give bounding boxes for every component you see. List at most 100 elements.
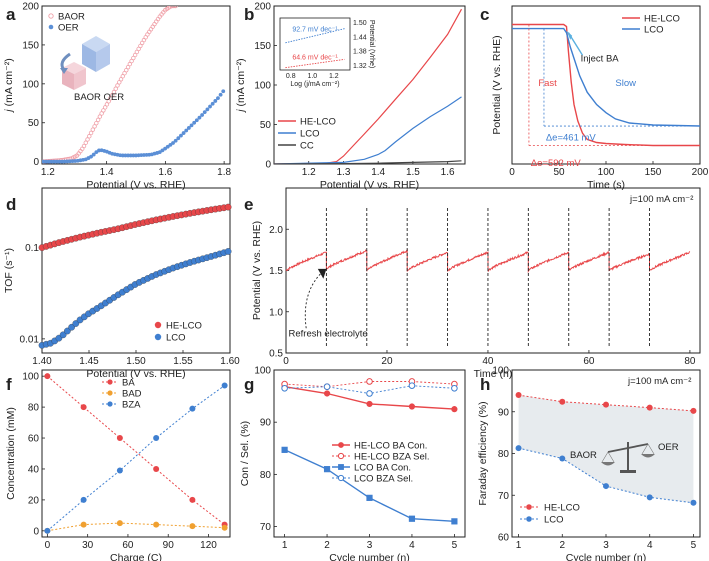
y-tick-label: 80 <box>498 449 510 460</box>
x-tick-label: 100 <box>598 167 615 178</box>
data-point <box>163 146 167 151</box>
panel-label: f <box>6 375 12 394</box>
legend-label: HE-LCO <box>300 117 336 128</box>
data-point <box>603 483 609 490</box>
x-tick-label: 1.50 <box>126 356 146 367</box>
legend-label: LCO <box>644 25 664 36</box>
data-point <box>515 392 522 399</box>
data-point <box>323 390 331 397</box>
series-oer <box>42 89 226 164</box>
scale-string <box>601 451 609 463</box>
x-tick-label: 5 <box>691 540 697 551</box>
data-point <box>451 518 458 525</box>
series-3 <box>281 382 458 397</box>
series-bad <box>44 520 228 534</box>
data-point <box>83 140 88 145</box>
series-1 <box>281 378 458 391</box>
data-point <box>94 120 99 126</box>
series-2 <box>281 446 458 525</box>
data-point <box>52 159 56 164</box>
cube-illustration <box>60 36 110 90</box>
data-point <box>88 130 94 136</box>
x-tick-label: 3 <box>603 540 609 551</box>
data-point <box>281 384 288 392</box>
data-point <box>224 203 232 211</box>
legend-label: LCO <box>166 333 186 344</box>
y-tick-label: 20 <box>28 495 40 506</box>
y-tick-label: 0.5 <box>269 349 283 360</box>
legend-marker <box>107 390 113 396</box>
data-point <box>189 123 194 128</box>
y-tick-label: 0.01 <box>20 334 40 345</box>
x-tick-label: 1.8 <box>217 167 231 178</box>
inset-frame <box>279 17 351 71</box>
y-tick-label: 200 <box>22 2 39 13</box>
x-tick-label: 1.6 <box>158 167 172 178</box>
panel-label: c <box>480 5 489 24</box>
series-line <box>518 394 694 412</box>
data-point <box>153 465 160 472</box>
y-tick-label: 40 <box>28 464 40 475</box>
series-line-lco <box>274 96 462 164</box>
data-point <box>116 467 123 474</box>
annotation-fast: Fast <box>538 78 557 89</box>
data-point <box>189 496 196 503</box>
legend-label: HE-LCO BZA Sel. <box>354 452 430 463</box>
legend-marker <box>337 452 345 460</box>
fit-line <box>285 28 345 44</box>
y-tick-label: 1.5 <box>269 266 283 277</box>
y-tick-label: 200 <box>254 2 271 13</box>
x-tick-label: 1.3 <box>337 167 351 178</box>
data-point <box>165 144 170 149</box>
data-point <box>123 153 128 158</box>
y-axis-label: j (mA cm⁻²) <box>235 58 247 113</box>
data-point <box>171 6 177 9</box>
arrow-head-icon <box>566 30 573 40</box>
y-tick-label: 80 <box>28 403 40 414</box>
data-point <box>366 494 373 501</box>
y-axis-label: Potential (V vs. RHE) <box>491 35 503 134</box>
slope-label: 92.7 mV dec⁻¹ <box>292 27 338 34</box>
series-line-lco <box>512 27 701 127</box>
data-point <box>408 403 416 410</box>
y-axis-label: j (mA cm⁻²) <box>3 58 15 113</box>
legend-label: BA <box>122 378 135 389</box>
panel-label: g <box>244 375 254 394</box>
x-tick-label: 1.4 <box>100 167 114 178</box>
data-point <box>218 92 223 97</box>
y-tick-label: 50 <box>28 118 40 129</box>
data-point <box>221 382 228 389</box>
data-point <box>646 494 653 501</box>
x-tick-label: 150 <box>645 167 662 178</box>
y-tick-label: 100 <box>492 366 509 377</box>
cube-right <box>96 44 110 72</box>
panel-a: 1.2 1.4 1.6 1.8 0 50 100 150 200 a Potential (V vs… <box>3 2 232 192</box>
data-point <box>54 159 59 164</box>
scale-string <box>641 443 649 455</box>
x-tick-label: 4 <box>647 540 653 551</box>
y-axis-label: TOF (s⁻¹) <box>3 248 15 293</box>
x-axis-label: Cycle number (n) <box>329 552 410 561</box>
data-point <box>184 128 189 133</box>
inset-x-tick-label: 0.8 <box>286 73 296 80</box>
x-tick-label: 30 <box>82 540 94 551</box>
data-point <box>366 400 373 408</box>
data-point <box>213 99 218 103</box>
data-point <box>189 523 196 530</box>
data-point <box>202 110 207 115</box>
legend-label: BZA <box>122 400 141 411</box>
x-tick-label: 1.60 <box>220 356 240 367</box>
legend-label: HE-LCO <box>166 321 202 332</box>
gap-fill <box>518 395 694 503</box>
data-point <box>168 143 173 147</box>
legend-label: HE-LCO BA Con. <box>354 441 427 452</box>
x-tick-label: 120 <box>200 540 217 551</box>
data-point <box>408 515 416 522</box>
legend-marker <box>107 401 113 407</box>
y-tick-label: 2.0 <box>269 225 283 236</box>
x-axis-label: Charge (C) <box>110 552 162 561</box>
y-tick-label: 80 <box>260 470 272 481</box>
fit-line <box>285 58 345 69</box>
